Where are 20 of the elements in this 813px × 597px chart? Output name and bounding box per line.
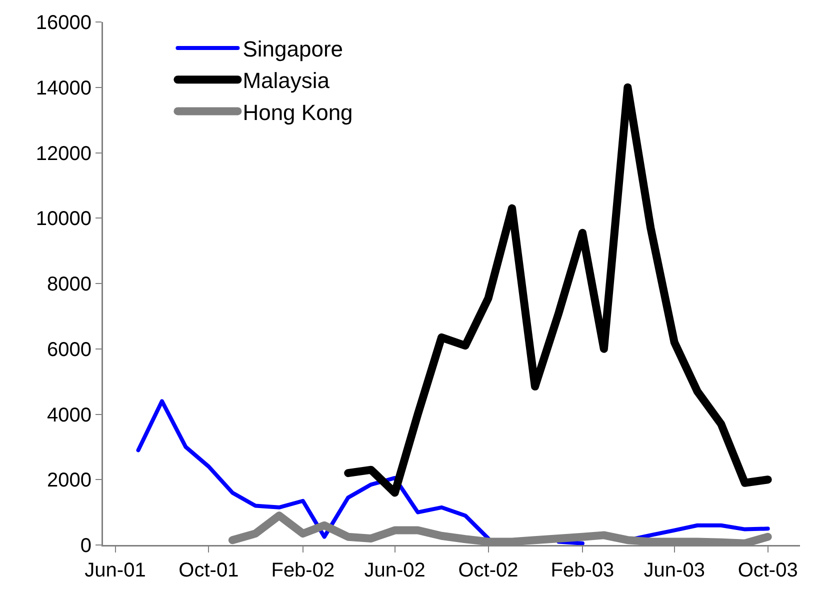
y-tick-label: 12000 — [36, 142, 92, 165]
x-tick-label: Oct-02 — [458, 560, 518, 582]
legend-label: Singapore — [242, 36, 344, 62]
y-tick-label: 6000 — [47, 338, 92, 361]
x-tick-label: Jun-02 — [364, 560, 426, 582]
x-tick-label: Jun-01 — [84, 560, 146, 582]
y-tick-label: 0 — [80, 535, 92, 557]
x-tick-label: Jun-03 — [644, 560, 705, 582]
y-tick-label: 10000 — [36, 208, 92, 230]
x-tick-label: Feb-02 — [271, 560, 335, 582]
y-tick-label: 8000 — [47, 274, 92, 296]
legend-label: Malaysia — [242, 68, 330, 94]
y-tick-label: 2000 — [47, 470, 92, 492]
y-tick-label: 4000 — [47, 404, 92, 426]
x-tick-label: Oct-01 — [178, 560, 239, 582]
x-tick-label: Feb-03 — [550, 560, 614, 582]
y-tick-label: 16000 — [36, 12, 92, 34]
legend-label: Hong Kong — [242, 100, 353, 125]
x-tick-label: Oct-03 — [738, 560, 798, 582]
y-tick-label: 14000 — [36, 77, 92, 100]
